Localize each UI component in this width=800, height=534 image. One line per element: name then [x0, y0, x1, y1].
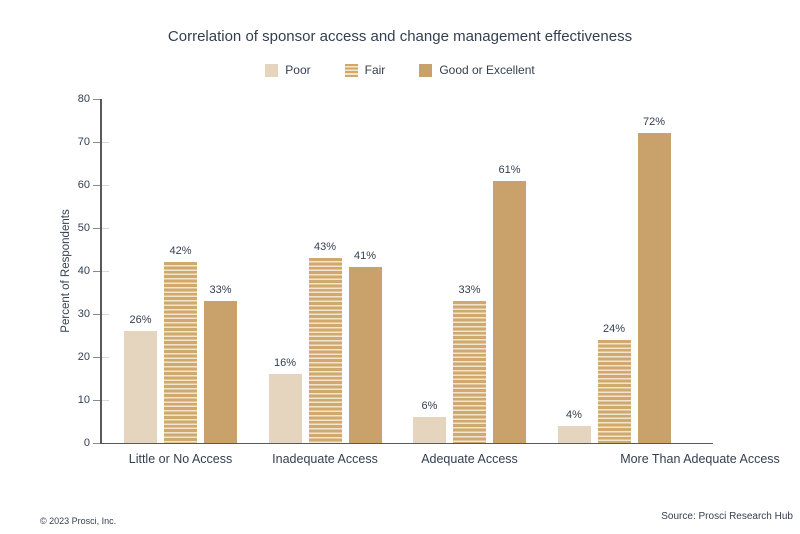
- y-tick-mark: [93, 271, 100, 272]
- y-tick-label: 60: [77, 179, 90, 191]
- bar-value-label: 16%: [273, 357, 297, 370]
- bar: [637, 133, 671, 443]
- bar-value-label: 6%: [421, 400, 438, 413]
- category-label: Adequate Access: [421, 452, 518, 466]
- y-tick-mark-inner: [101, 314, 109, 315]
- bar-value-label: 33%: [458, 284, 481, 297]
- y-tick-label: 50: [77, 222, 90, 234]
- y-tick-mark: [93, 400, 100, 401]
- bar-value-label: 33%: [209, 284, 232, 297]
- bar: [268, 374, 302, 443]
- y-tick-mark: [93, 185, 100, 186]
- bar: [413, 417, 446, 443]
- footer-copyright: © 2023 Prosci, Inc.: [40, 516, 117, 526]
- y-tick-mark-inner: [101, 357, 109, 358]
- bar: [348, 266, 382, 443]
- legend-label-poor: Poor: [285, 63, 311, 77]
- bar: [597, 339, 631, 443]
- bar-value-label: 61%: [498, 163, 521, 176]
- bar: [453, 301, 486, 443]
- legend-label-fair: Fair: [364, 63, 386, 77]
- bar: [493, 180, 526, 443]
- y-tick-mark-inner: [101, 142, 109, 143]
- bar-value-label: 43%: [313, 241, 337, 254]
- bar: [308, 258, 342, 443]
- bar-value-label: 24%: [602, 322, 626, 335]
- y-tick-mark: [93, 142, 100, 143]
- bar-value-label: 26%: [129, 314, 152, 327]
- y-tick-mark-inner: [101, 228, 109, 229]
- y-tick-mark: [93, 357, 100, 358]
- y-tick-mark-inner: [101, 185, 109, 186]
- legend-item-poor: Poor: [265, 63, 311, 77]
- x-axis-line: [100, 442, 713, 444]
- bar: [164, 262, 197, 443]
- category-label: More Than Adequate Access: [620, 452, 780, 466]
- legend-item-good: Good or Excellent: [419, 63, 535, 77]
- legend: Poor Fair Good or Excellent: [0, 63, 800, 77]
- y-tick-mark-inner: [101, 271, 109, 272]
- category-label: Inadequate Access: [272, 452, 378, 466]
- y-tick-mark: [93, 314, 100, 315]
- legend-swatch-good: [419, 63, 433, 77]
- legend-swatch-fair: [344, 63, 358, 77]
- y-tick-label: 0: [83, 437, 90, 449]
- y-tick-label: 70: [77, 136, 90, 148]
- bar-value-label: 4%: [566, 408, 582, 421]
- y-tick-label: 30: [77, 308, 90, 320]
- legend-item-fair: Fair: [344, 63, 386, 77]
- y-tick-label: 10: [77, 394, 90, 406]
- legend-label-good: Good or Excellent: [439, 63, 535, 77]
- y-tick-mark: [93, 228, 100, 229]
- legend-swatch-poor: [265, 63, 279, 77]
- bar: [204, 301, 237, 443]
- y-tick-mark: [93, 99, 100, 100]
- y-axis-line: [100, 99, 102, 443]
- y-tick-label: 20: [77, 351, 90, 363]
- y-tick-mark-inner: [101, 400, 109, 401]
- chart-title: Correlation of sponsor access and change…: [167, 28, 633, 45]
- bar-value-label: 72%: [642, 116, 666, 129]
- bar: [557, 425, 591, 443]
- y-tick-label: 80: [77, 93, 90, 105]
- y-tick-label: 40: [77, 265, 90, 277]
- bar-value-label: 41%: [353, 249, 377, 262]
- bar-value-label: 42%: [169, 245, 192, 258]
- footer-source: Source: Prosci Research Hub: [661, 511, 793, 522]
- y-tick-mark: [93, 443, 100, 444]
- category-label: Little or No Access: [128, 452, 233, 466]
- bar: [124, 331, 157, 443]
